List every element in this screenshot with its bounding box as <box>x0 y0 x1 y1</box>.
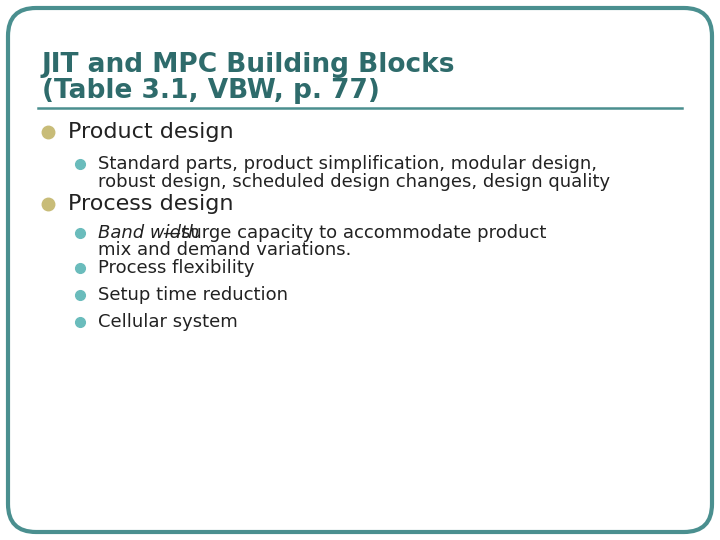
Text: —surge capacity to accommodate product: —surge capacity to accommodate product <box>163 224 546 242</box>
Text: robust design, scheduled design changes, design quality: robust design, scheduled design changes,… <box>98 173 610 191</box>
Text: Cellular system: Cellular system <box>98 313 238 331</box>
Text: Process flexibility: Process flexibility <box>98 259 254 277</box>
Text: JIT and MPC Building Blocks: JIT and MPC Building Blocks <box>42 52 456 78</box>
Text: (Table 3.1, VBW, p. 77): (Table 3.1, VBW, p. 77) <box>42 78 380 104</box>
Text: Standard parts, product simplification, modular design,: Standard parts, product simplification, … <box>98 155 597 173</box>
Text: Band width: Band width <box>98 224 199 242</box>
Text: Product design: Product design <box>68 122 233 142</box>
Text: Setup time reduction: Setup time reduction <box>98 286 288 304</box>
Text: Process design: Process design <box>68 194 233 214</box>
FancyBboxPatch shape <box>8 8 712 532</box>
Text: mix and demand variations.: mix and demand variations. <box>98 241 351 259</box>
